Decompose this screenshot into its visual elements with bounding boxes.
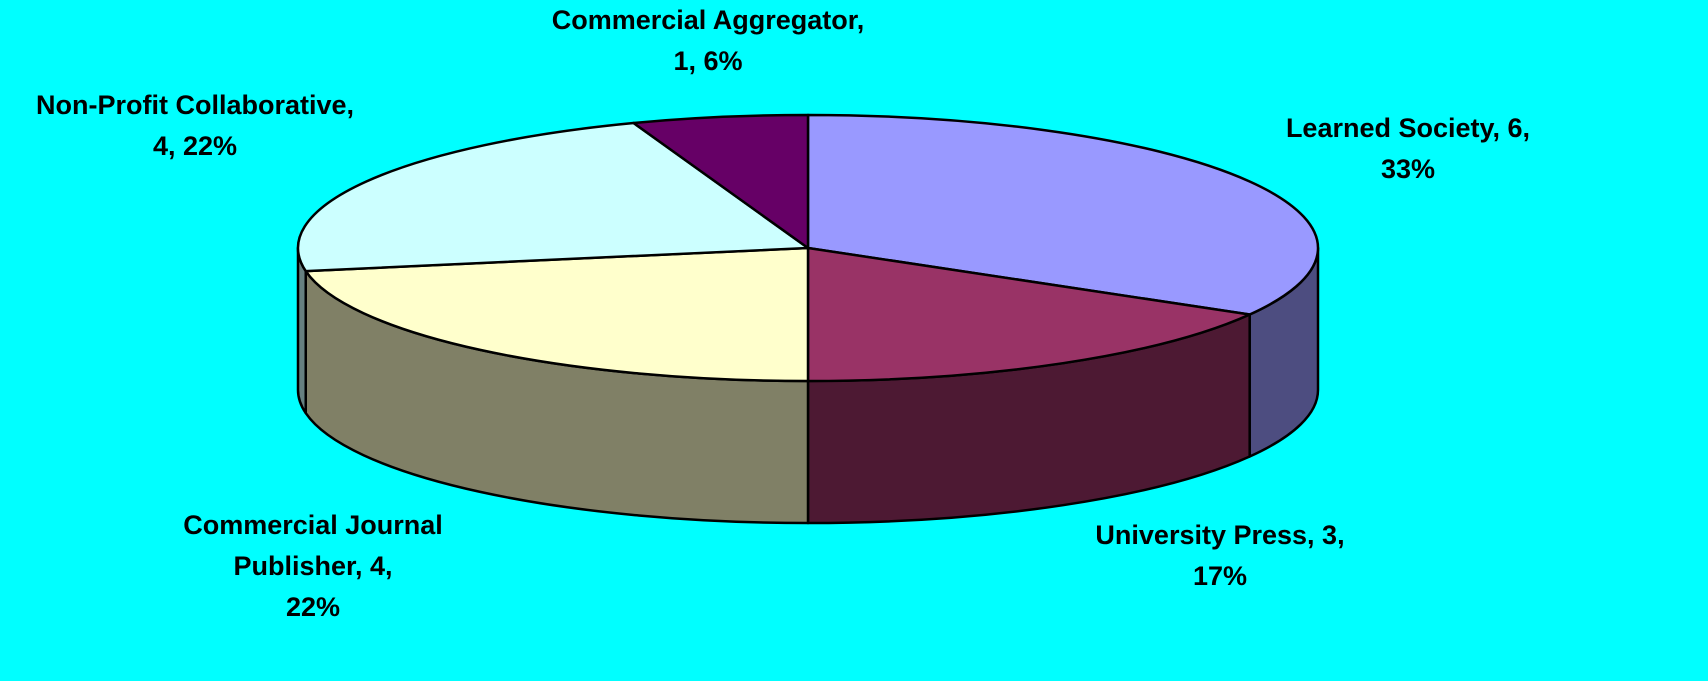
pie-slice (806, 246, 1251, 383)
data-label: Publisher, 4, (233, 551, 392, 581)
data-label: 1, 6% (673, 46, 742, 76)
data-label: 33% (1381, 154, 1435, 184)
data-label: Commercial Journal (183, 510, 443, 540)
data-label: Learned Society, 6, (1286, 113, 1530, 143)
pie-slice (304, 246, 810, 383)
data-label: Commercial Aggregator, (552, 5, 865, 35)
data-label: 17% (1193, 561, 1247, 591)
data-label: 4, 22% (153, 131, 237, 161)
pie-slice (296, 121, 810, 273)
pie-slice (632, 113, 810, 250)
data-label: University Press, 3, (1095, 520, 1344, 550)
data-label: 22% (286, 592, 340, 622)
pie-side (296, 246, 307, 415)
data-label: Non-Profit Collaborative, (36, 90, 354, 120)
pie-slice (806, 113, 1320, 316)
